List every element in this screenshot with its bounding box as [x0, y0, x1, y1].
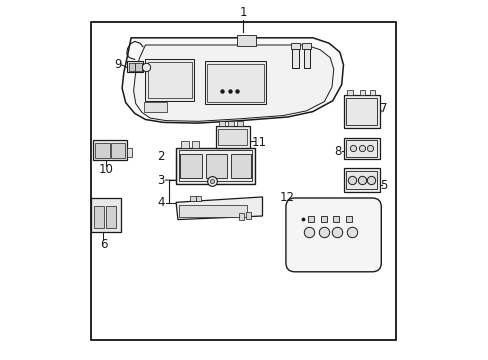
Bar: [227, 121, 234, 126]
Bar: [91, 198, 121, 232]
Polygon shape: [176, 197, 262, 220]
Bar: [343, 95, 379, 128]
Bar: [128, 63, 135, 71]
Bar: [303, 49, 309, 68]
Bar: [237, 141, 244, 148]
Text: 5: 5: [379, 179, 386, 192]
Bar: [346, 90, 352, 95]
Bar: [230, 154, 250, 178]
Text: 11: 11: [251, 136, 266, 149]
Text: 12: 12: [279, 191, 294, 204]
Bar: [291, 49, 298, 68]
Bar: [143, 102, 167, 112]
Bar: [179, 205, 247, 217]
Bar: [218, 121, 224, 126]
Bar: [176, 148, 255, 184]
Bar: [343, 168, 379, 192]
Bar: [218, 129, 247, 145]
Bar: [215, 126, 249, 148]
Bar: [127, 61, 142, 72]
Text: 3: 3: [157, 174, 164, 186]
Bar: [95, 143, 110, 158]
Bar: [207, 64, 263, 102]
Bar: [179, 150, 252, 181]
Bar: [127, 148, 132, 157]
Bar: [93, 140, 127, 160]
Bar: [236, 35, 256, 46]
Bar: [246, 212, 251, 219]
Bar: [111, 143, 125, 158]
Text: 7: 7: [379, 102, 387, 114]
Bar: [196, 196, 201, 201]
Bar: [106, 206, 116, 228]
Text: 9: 9: [114, 58, 122, 71]
Bar: [343, 138, 379, 159]
Bar: [135, 63, 142, 71]
Text: 4: 4: [157, 196, 164, 209]
Bar: [359, 90, 365, 95]
Bar: [148, 62, 191, 98]
Bar: [369, 90, 374, 95]
Polygon shape: [133, 45, 333, 121]
Bar: [223, 141, 230, 148]
Bar: [181, 141, 188, 148]
Bar: [346, 171, 376, 189]
Bar: [91, 22, 395, 340]
Text: 1: 1: [239, 6, 246, 19]
Bar: [290, 43, 299, 49]
Text: 10: 10: [98, 163, 113, 176]
Text: 6: 6: [100, 238, 107, 251]
Text: 2: 2: [157, 150, 164, 163]
Polygon shape: [122, 38, 343, 123]
Bar: [180, 154, 202, 178]
Bar: [204, 61, 265, 104]
Bar: [239, 213, 244, 220]
Bar: [302, 43, 311, 49]
Text: 8: 8: [334, 145, 341, 158]
Bar: [236, 121, 243, 126]
Bar: [346, 98, 376, 125]
Bar: [192, 141, 199, 148]
FancyBboxPatch shape: [285, 198, 381, 272]
Bar: [190, 196, 196, 201]
Bar: [346, 140, 376, 157]
Bar: [94, 206, 104, 228]
Bar: [145, 59, 194, 101]
Bar: [205, 154, 227, 178]
